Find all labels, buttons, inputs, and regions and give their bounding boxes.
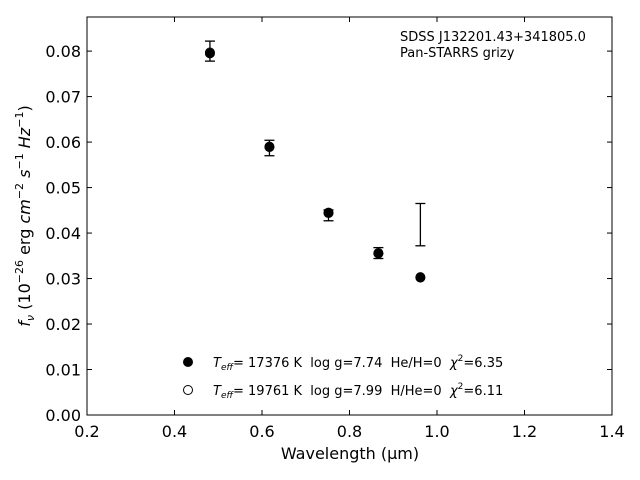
- y-tick-label: 0.05: [45, 179, 81, 198]
- x-tick-label: 1.2: [512, 422, 537, 441]
- x-tick-label: 0.2: [74, 422, 99, 441]
- legend-label-da: Teff= 17376 K log g=7.74 He/H=0 χ2=6.35: [213, 354, 503, 373]
- model-point-da: [264, 141, 275, 152]
- y-tick-label: 0.08: [45, 42, 81, 61]
- y-axis-label: fν (10−26 erg cm−2 s−1 Hz−1): [13, 105, 37, 326]
- annotation-photometry: Pan-STARRS grizy: [400, 46, 515, 61]
- legend-label-db: Teff= 19761 K log g=7.99 H/He=0 χ2=6.11: [213, 382, 503, 401]
- y-tick-label: 0.02: [45, 315, 81, 334]
- y-tick-label: 0.03: [45, 270, 81, 289]
- observed-errorbars: [204, 40, 426, 260]
- x-axis-label: Wavelength (μm): [281, 444, 419, 463]
- y-tick-label: 0.07: [45, 88, 81, 107]
- y-tick-label: 0.04: [45, 224, 81, 243]
- model-point-da: [323, 207, 334, 218]
- model-point-da: [204, 48, 215, 59]
- x-tick-label: 0.4: [162, 422, 187, 441]
- legend: Teff= 17376 K log g=7.74 He/H=0 χ2=6.35 …: [183, 354, 503, 401]
- x-tick-label: 0.8: [337, 422, 362, 441]
- annotation-object-name: SDSS J132201.43+341805.0: [400, 30, 586, 45]
- legend-marker-da: [183, 357, 193, 367]
- model-point-da: [373, 248, 384, 259]
- x-tick-label: 0.6: [249, 422, 274, 441]
- legend-marker-db: [183, 385, 193, 395]
- x-tick-label: 1.4: [599, 422, 624, 441]
- axis-ticks: [86, 17, 613, 416]
- y-tick-label: 0.06: [45, 133, 81, 152]
- y-tick-label: 0.01: [45, 361, 81, 380]
- model-point-da: [415, 272, 426, 283]
- axis-tick-labels: 0.2 0.4 0.6 0.8 1.0 1.2 1.4 0.00 0.01 0.02 0.03 0.0…: [45, 42, 624, 441]
- x-tick-label: 1.0: [424, 422, 449, 441]
- data-markers: [204, 47, 426, 283]
- y-tick-label: 0.00: [45, 406, 81, 425]
